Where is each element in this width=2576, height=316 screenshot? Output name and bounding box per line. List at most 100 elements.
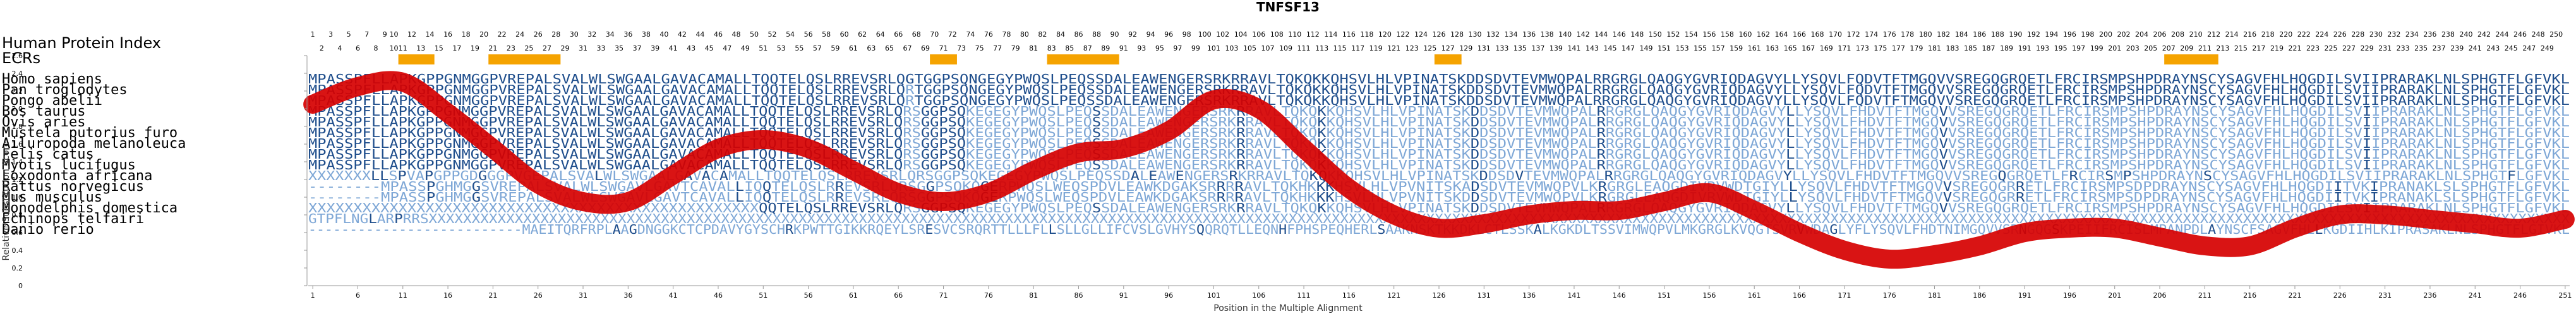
hpi-label: 63: [867, 44, 876, 52]
hpi-label: 22: [498, 30, 507, 39]
y-tick-label: 0.4: [12, 246, 23, 255]
ecr-row-label: ECRs: [2, 49, 40, 67]
hpi-label: 40: [659, 30, 668, 39]
hpi-label: 177: [1892, 44, 1905, 52]
hpi-label: 10: [389, 44, 398, 52]
x-tick-label: 121: [1387, 291, 1400, 300]
hpi-label: 75: [975, 44, 984, 52]
hpi-label: 210: [2189, 30, 2203, 39]
hpi-label: 103: [1225, 44, 1238, 52]
hpi-label: 208: [2171, 30, 2184, 39]
hpi-label: 61: [849, 44, 858, 52]
hpi-label: 106: [1252, 30, 1265, 39]
hpi-label: 171: [1838, 44, 1851, 52]
hpi-label: 55: [795, 44, 803, 52]
hpi-label: 191: [2018, 44, 2031, 52]
hpi-label: 43: [687, 44, 695, 52]
hpi-label: 172: [1847, 30, 1860, 39]
hpi-label: 105: [1243, 44, 1256, 52]
hpi-label: 149: [1640, 44, 1653, 52]
x-tick-label: 41: [669, 291, 678, 300]
hpi-label: 200: [2099, 30, 2112, 39]
hpi-label: 186: [1973, 30, 1986, 39]
x-tick-label: 126: [1433, 291, 1446, 300]
hpi-label: 104: [1234, 30, 1248, 39]
x-tick-label: 151: [1658, 291, 1671, 300]
hpi-label: 90: [1110, 30, 1119, 39]
hpi-label: 202: [2117, 30, 2130, 39]
hpi-label: 14: [426, 30, 435, 39]
hpi-label: 242: [2477, 30, 2491, 39]
hpi-label: 3: [328, 30, 333, 39]
hpi-label: 84: [1056, 30, 1065, 39]
hpi-label: 89: [1101, 44, 1110, 52]
y-tick-label: 1.8: [12, 123, 23, 131]
hpi-label: 8: [373, 44, 378, 52]
hpi-label: 62: [858, 30, 867, 39]
species-label: Danio rerio: [2, 222, 94, 238]
hpi-label: 58: [822, 30, 831, 39]
hpi-label: 241: [2469, 44, 2482, 52]
x-tick-label: 221: [2288, 291, 2301, 300]
y-tick-label: 1.2: [12, 176, 23, 184]
species-label: Felis catus: [2, 147, 94, 162]
species-label: Ovis aries: [2, 114, 85, 130]
hpi-label: 155: [1694, 44, 1707, 52]
x-tick-label: 6: [356, 291, 360, 300]
hpi-label: 141: [1567, 44, 1580, 52]
hpi-label: 64: [876, 30, 885, 39]
species-label: Echinops telfairi: [2, 211, 144, 227]
hpi-label: 166: [1793, 30, 1806, 39]
hpi-label: 129: [1459, 44, 1472, 52]
hpi-label: 174: [1865, 30, 1878, 39]
hpi-label: 121: [1387, 44, 1400, 52]
hpi-label: 170: [1829, 30, 1842, 39]
hpi-label: 136: [1522, 30, 1536, 39]
hpi-label: 158: [1721, 30, 1734, 39]
hpi-label: 53: [777, 44, 786, 52]
x-tick-label: 241: [2469, 291, 2482, 300]
hpi-label: 156: [1702, 30, 1716, 39]
hpi-label: 214: [2225, 30, 2239, 39]
hpi-label: 120: [1378, 30, 1392, 39]
hpi-label: 213: [2216, 44, 2229, 52]
hpi-label: 211: [2198, 44, 2212, 52]
hpi-label: 232: [2387, 30, 2400, 39]
hpi-label: 216: [2243, 30, 2256, 39]
hpi-label: 181: [1928, 44, 1941, 52]
hpi-label: 148: [1630, 30, 1644, 39]
x-tick-label: 166: [1793, 291, 1806, 300]
y-tick-label: 2.2: [12, 87, 23, 95]
hpi-label: 15: [435, 44, 443, 52]
hpi-label: 173: [1856, 44, 1869, 52]
hpi-label: 77: [993, 44, 1002, 52]
hpi-label: 21: [488, 44, 497, 52]
hpi-label: 237: [2433, 44, 2446, 52]
x-tick-label: 86: [1074, 291, 1083, 300]
hpi-label: 247: [2522, 44, 2536, 52]
hpi-label: 238: [2441, 30, 2455, 39]
hpi-label: 27: [543, 44, 551, 52]
hpi-label: 182: [1937, 30, 1950, 39]
hpi-label: 240: [2459, 30, 2472, 39]
hpi-label: 118: [1360, 30, 1373, 39]
x-tick-label: 46: [714, 291, 723, 300]
hpi-label: 138: [1541, 30, 1554, 39]
ecr-bar: [398, 54, 435, 64]
hpi-label: 123: [1405, 44, 1419, 52]
hpi-label: 122: [1396, 30, 1409, 39]
hpi-label: 139: [1550, 44, 1563, 52]
x-axis-ticks: 1 6 11 16 21 26 31 36 41 46 51 56 61 66 71 76 81 86 91 96 10…: [311, 286, 2572, 300]
x-tick-label: 161: [1748, 291, 1761, 300]
hpi-label: 153: [1676, 44, 1689, 52]
ecr-bar: [1047, 54, 1119, 64]
hpi-label: 185: [1964, 44, 1977, 52]
hpi-label: 44: [695, 30, 704, 39]
hpi-label: 225: [2325, 44, 2338, 52]
x-tick-label: 206: [2153, 291, 2167, 300]
hpi-label: 207: [2162, 44, 2176, 52]
hpi-label: 134: [1505, 30, 1518, 39]
